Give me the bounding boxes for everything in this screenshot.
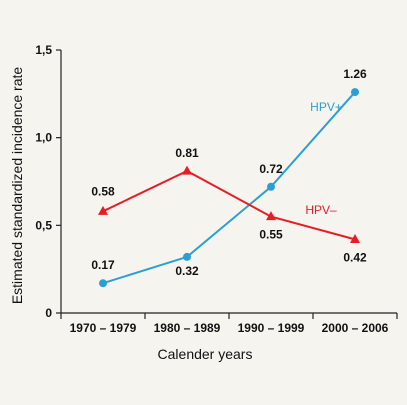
x-tick-label: 1970 – 1979 — [70, 321, 137, 335]
data-point-hpv-positive — [99, 279, 107, 288]
x-axis-title: Calender years — [158, 346, 253, 362]
series-line-hpv-positive — [102, 91, 356, 285]
data-point-hpv-positive — [351, 88, 359, 97]
data-label-hpv-positive: 0.17 — [91, 258, 115, 272]
data-label-hpv-positive: 0.32 — [175, 264, 199, 278]
x-tick-label: 1980 – 1989 — [154, 321, 221, 335]
y-tick-label: 1,5 — [35, 43, 52, 57]
data-label-hpv-negative: 0.58 — [91, 184, 115, 198]
y-tick-label: 0 — [45, 306, 52, 320]
y-axis-title: Estimated standardized incidence rate — [9, 67, 25, 305]
series-name-hpv-positive: HPV+ — [310, 100, 342, 114]
data-labels: 0.17 0.32 0.72 1.26 HPV+ 0.58 0.81 0.55 0.42 HPV– — [91, 67, 367, 278]
data-label-hpv-positive: 0.72 — [259, 162, 283, 176]
series-line-hpv-negative — [102, 169, 356, 241]
series-layer — [98, 88, 360, 288]
data-point-hpv-negative — [98, 205, 108, 215]
data-label-hpv-positive: 1.26 — [343, 67, 367, 81]
y-tick-label: 1,0 — [35, 131, 52, 145]
data-label-hpv-negative: 0.42 — [343, 250, 367, 264]
data-point-hpv-negative — [182, 165, 192, 175]
y-tick-label: 0,5 — [35, 218, 52, 232]
data-label-hpv-negative: 0.55 — [259, 228, 283, 242]
series-name-hpv-negative: HPV– — [305, 203, 337, 217]
data-point-hpv-negative — [350, 233, 360, 243]
data-point-hpv-positive — [267, 182, 275, 191]
x-tick-label: 1990 – 1999 — [238, 321, 305, 335]
data-point-hpv-negative — [266, 211, 276, 221]
data-point-hpv-positive — [183, 252, 191, 261]
data-label-hpv-negative: 0.81 — [175, 146, 199, 160]
axes: 0 0,5 1,0 1,5 1970 – 1979 1980 – 1989 1990 – 1… — [9, 43, 398, 362]
x-tick-label: 2000 – 2006 — [322, 321, 389, 335]
